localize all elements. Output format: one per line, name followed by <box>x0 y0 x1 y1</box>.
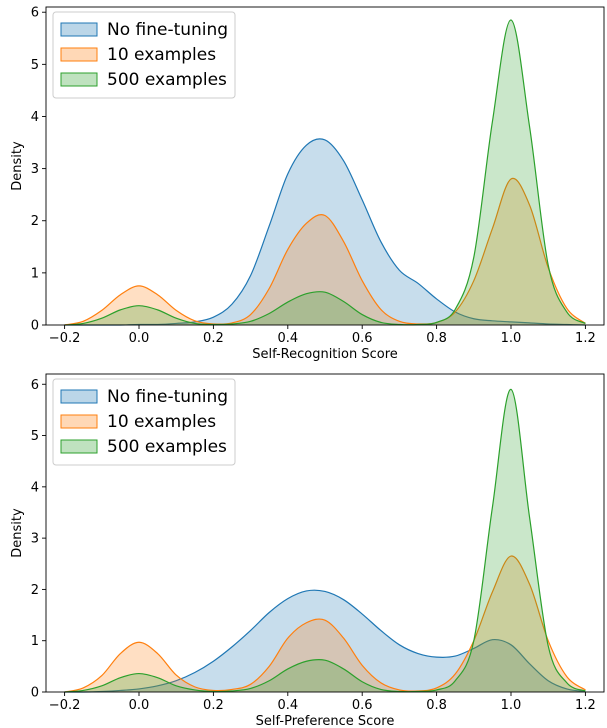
x-tick-label: −0.2 <box>49 698 81 713</box>
legend-swatch <box>60 414 98 429</box>
legend: No fine-tuning 10 examples 500 examples <box>52 11 236 99</box>
y-tick-label: 5 <box>31 429 39 444</box>
legend-label: 500 examples <box>107 70 227 90</box>
series-line-2 <box>64 177 586 326</box>
legend-label: 10 examples <box>107 412 216 432</box>
legend-frame <box>52 11 236 99</box>
legend-label: No fine-tuning <box>107 387 228 407</box>
x-tick-label: 0.6 <box>352 331 373 346</box>
series-line-1 <box>64 138 586 326</box>
legend-label: No fine-tuning <box>107 20 228 40</box>
y-tick-label: 3 <box>31 162 39 177</box>
y-tick-label: 6 <box>31 6 39 21</box>
y-tick-label: 2 <box>31 583 39 598</box>
x-tick-label: 1.2 <box>575 698 596 713</box>
legend-swatch <box>60 389 98 404</box>
x-axis-label: Self-Recognition Score <box>252 347 398 362</box>
y-tick-label: 2 <box>31 214 39 229</box>
x-tick-label: 0.8 <box>426 331 447 346</box>
x-tick-label: 0.4 <box>277 698 298 713</box>
series-area-3 <box>64 389 586 692</box>
x-tick-label: 1.2 <box>575 331 596 346</box>
x-tick-label: 0.2 <box>203 331 224 346</box>
y-tick-label: 6 <box>31 378 39 393</box>
legend-swatch <box>60 439 98 454</box>
x-tick-label: −0.2 <box>49 331 81 346</box>
y-tick-label: 5 <box>31 58 39 73</box>
y-tick-label: 4 <box>31 480 39 495</box>
chart-panel-2: −0.2 0.0 0.2 0.4 0.6 0.8 1.0 1.2 0 1 2 3 4 5 6 Self-Pre… <box>10 373 605 728</box>
plot-frame <box>45 6 605 326</box>
x-tick-label: 0.0 <box>129 331 150 346</box>
legend-swatch <box>60 22 98 37</box>
series-area-1 <box>64 138 586 326</box>
legend: No fine-tuning 10 examples 500 examples <box>52 378 236 466</box>
series-area-3 <box>64 20 586 326</box>
x-axis-label: Self-Preference Score <box>256 714 395 728</box>
legend-swatch <box>60 72 98 87</box>
y-tick-label: 1 <box>31 266 39 281</box>
legend-frame <box>52 378 236 466</box>
y-tick-label: 1 <box>31 634 39 649</box>
chart-panel-1: −0.2 0.0 0.2 0.4 0.6 0.8 1.0 1.2 0 1 2 3 4 5 6 Self-Rec… <box>10 6 605 362</box>
x-tick-label: 0.6 <box>352 698 373 713</box>
y-tick-label: 4 <box>31 110 39 125</box>
x-tick-label: 0.0 <box>129 698 150 713</box>
x-tick-label: 0.8 <box>426 698 447 713</box>
legend-label: 10 examples <box>107 45 216 65</box>
series-line-3 <box>64 19 586 326</box>
x-tick-label: 0.4 <box>277 331 298 346</box>
series-area-1 <box>64 590 586 693</box>
series-line-1 <box>64 589 586 693</box>
x-tick-label: 1.0 <box>501 331 522 346</box>
series-area-2 <box>64 178 586 325</box>
series-area-2 <box>64 556 586 692</box>
legend-swatch <box>60 47 98 62</box>
y-axis-label: Density <box>10 508 25 558</box>
x-tick-label: 1.0 <box>501 698 522 713</box>
plot-frame <box>45 373 605 693</box>
y-axis-label: Density <box>10 141 25 191</box>
y-tick-label: 0 <box>31 686 39 701</box>
series-line-3 <box>64 388 586 693</box>
y-tick-label: 0 <box>31 319 39 334</box>
series-line-2 <box>64 555 586 693</box>
legend-label: 500 examples <box>107 437 227 457</box>
x-tick-label: 0.2 <box>203 698 224 713</box>
y-tick-label: 3 <box>31 532 39 547</box>
